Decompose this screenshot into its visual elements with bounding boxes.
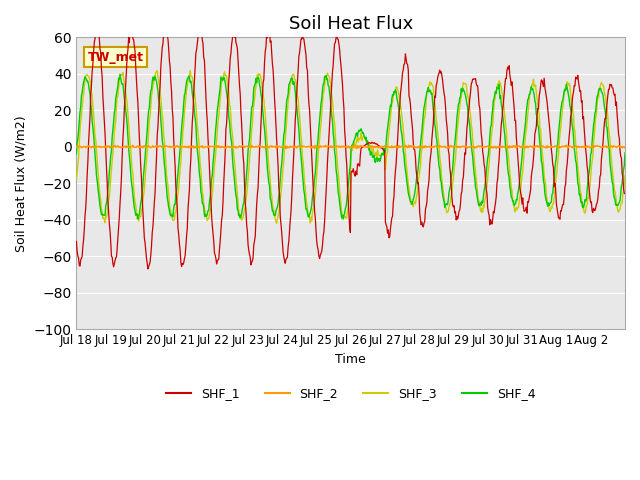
Title: Soil Heat Flux: Soil Heat Flux [289,15,413,33]
Legend: SHF_1, SHF_2, SHF_3, SHF_4: SHF_1, SHF_2, SHF_3, SHF_4 [161,382,540,405]
Text: TW_met: TW_met [88,51,143,64]
Y-axis label: Soil Heat Flux (W/m2): Soil Heat Flux (W/m2) [15,115,28,252]
X-axis label: Time: Time [335,353,366,366]
